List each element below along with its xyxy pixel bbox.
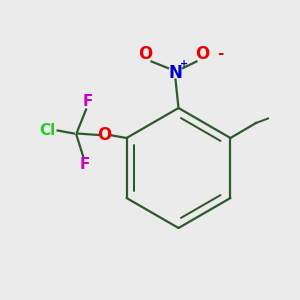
- Text: F: F: [80, 157, 90, 172]
- Text: O: O: [195, 45, 210, 63]
- Text: F: F: [82, 94, 93, 109]
- Text: N: N: [169, 64, 182, 82]
- Text: -: -: [217, 46, 223, 62]
- Text: +: +: [180, 58, 188, 69]
- Text: O: O: [138, 45, 153, 63]
- Text: Cl: Cl: [40, 123, 56, 138]
- Text: O: O: [97, 126, 111, 144]
